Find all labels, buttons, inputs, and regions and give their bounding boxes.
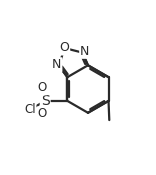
Text: O: O xyxy=(59,41,69,54)
Text: S: S xyxy=(41,94,50,108)
Text: O: O xyxy=(37,107,47,120)
Text: N: N xyxy=(80,45,90,58)
Text: N: N xyxy=(52,58,61,71)
Text: Cl: Cl xyxy=(24,103,36,116)
Text: O: O xyxy=(37,81,47,94)
